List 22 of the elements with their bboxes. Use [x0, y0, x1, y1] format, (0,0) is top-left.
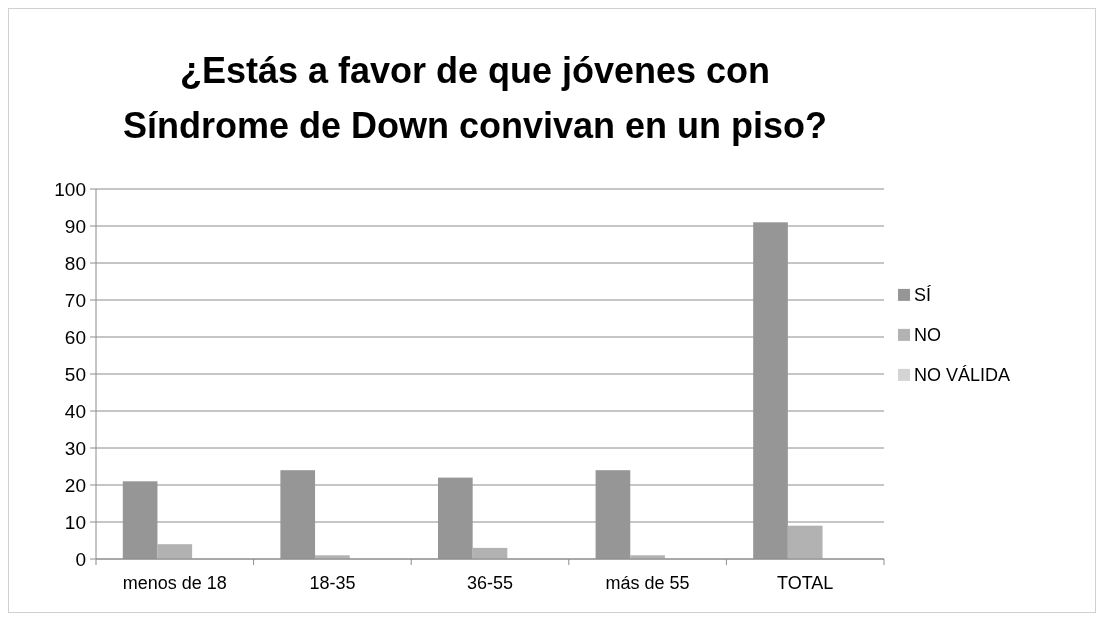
x-tick-label: menos de 18	[122, 573, 227, 593]
y-tick-label: 70	[64, 289, 86, 311]
y-tick-label: 20	[64, 474, 86, 496]
bar	[787, 525, 823, 559]
chart-title: ¿Estás a favor de que jóvenes con Síndrome de Down convivan en un piso?	[122, 50, 828, 146]
x-tick-label: 36-55	[466, 573, 514, 593]
bar	[157, 544, 193, 559]
y-tick-label: 0	[75, 548, 86, 570]
y-tick-label: 90	[64, 215, 86, 237]
x-tick-label: más de 55	[605, 573, 690, 593]
x-tick-label: 18-35	[309, 573, 356, 593]
x-tick-label: TOTAL	[777, 573, 834, 593]
y-tick-label: 80	[64, 252, 86, 274]
y-tick-label: 100	[54, 178, 86, 200]
y-tick-label: 40	[64, 400, 86, 422]
y-tick-label: 30	[64, 437, 86, 459]
legend-label: SÍ	[914, 285, 932, 306]
y-tick-label: 60	[64, 326, 86, 348]
y-tick-label: 10	[64, 511, 86, 533]
legend-label: NO	[914, 325, 941, 346]
legend-label: NO VÁLIDA	[914, 365, 1011, 386]
y-tick-label: 50	[64, 363, 86, 385]
